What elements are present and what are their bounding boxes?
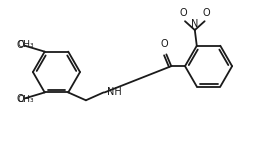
Text: O: O: [203, 8, 210, 18]
Text: O: O: [179, 8, 187, 18]
Text: O: O: [16, 94, 24, 104]
Text: NH: NH: [106, 87, 121, 97]
Text: CH₃: CH₃: [17, 95, 34, 104]
Text: CH₃: CH₃: [17, 40, 34, 49]
Text: O: O: [16, 40, 24, 50]
Text: N: N: [191, 19, 198, 29]
Text: O: O: [161, 40, 168, 49]
